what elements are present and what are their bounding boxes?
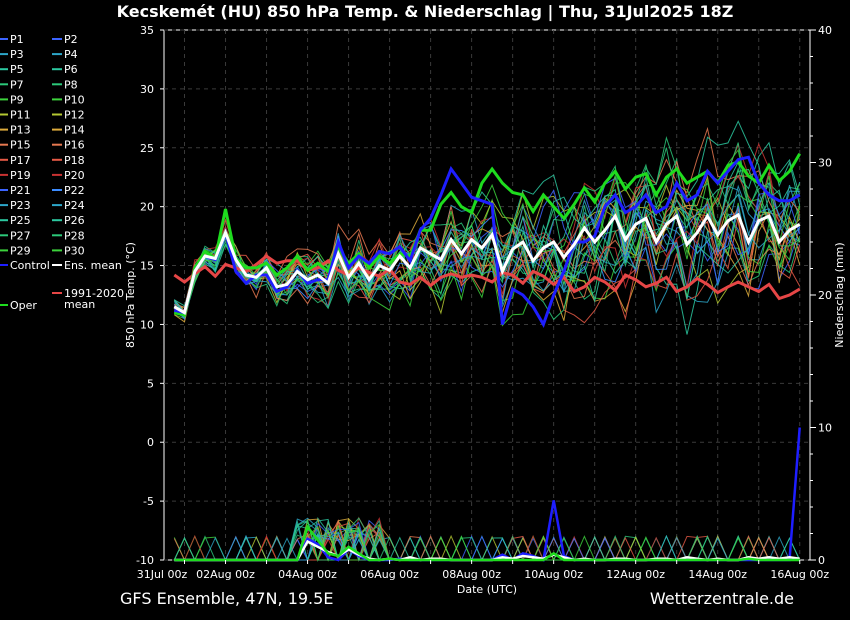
legend-label: P8 (64, 78, 78, 91)
legend-label: Ens. mean (64, 259, 122, 272)
legend-label: P1 (10, 33, 24, 46)
y-tick-label: 30 (140, 83, 154, 96)
main-series-lines (173, 152, 801, 328)
legend-label: P21 (10, 184, 31, 197)
x-tick-label: 02Aug 00z (196, 568, 255, 581)
legend-label: Control (10, 259, 50, 272)
y-tick-label: 20 (140, 201, 154, 214)
legend-label: P12 (64, 109, 85, 122)
legend-label: P13 (10, 124, 31, 137)
legend-label: P22 (64, 184, 85, 197)
y2-tick-label: 20 (818, 289, 832, 302)
y-tick-label: 15 (140, 260, 154, 273)
y-tick-label: -10 (136, 554, 154, 567)
y2-axis-ticks: 40 30 20 10 0 (810, 24, 832, 567)
legend-label: P30 (64, 244, 85, 257)
legend-label: P26 (64, 214, 85, 227)
precipitation-lines (174, 427, 801, 562)
y-axis-ticks: 35 30 25 20 15 10 5 0 -5 -10 (136, 24, 164, 567)
y2-tick-label: 40 (818, 24, 832, 37)
y-tick-label: 25 (140, 142, 154, 155)
legend-label: P2 (64, 33, 78, 46)
y-tick-label: -5 (143, 495, 154, 508)
legend: P1 P2 P3 P4 P5 P6 P7 P8 P9 P10 P11 P12 P13 P14 P15 P16 P… (0, 33, 124, 312)
legend-label: P28 (64, 229, 85, 242)
y2-axis-label: Niederschlag (mm) (833, 242, 846, 347)
legend-label: P24 (64, 199, 85, 212)
member-line-p29 (174, 148, 801, 327)
site-credit: Wetterzentrale.de (649, 589, 794, 608)
legend-label: P19 (10, 169, 31, 182)
y2-tick-label: 0 (818, 554, 825, 567)
legend-label: P25 (10, 214, 31, 227)
series-line-1991-2020-mean (173, 254, 801, 301)
legend-label: P14 (64, 124, 85, 137)
model-source-label: GFS Ensemble, 47N, 19.5E (120, 589, 334, 608)
y-tick-label: 5 (147, 377, 154, 390)
member-line-p30 (173, 173, 801, 319)
legend-label: P4 (64, 48, 78, 61)
x-axis-label: Date (UTC) (457, 583, 517, 596)
legend-label: Oper (10, 299, 37, 312)
x-tick-label: 14Aug 00z (688, 568, 747, 581)
x-tick-label: 16Aug 00z (770, 568, 829, 581)
legend-label: P6 (64, 63, 78, 76)
x-tick-label: 31Jul 00z (137, 568, 188, 581)
y-tick-label: 0 (147, 436, 154, 449)
precip-line-oper (174, 524, 800, 562)
legend-label: P5 (10, 63, 24, 76)
y2-tick-label: 10 (818, 422, 832, 435)
x-tick-label: 08Aug 00z (442, 568, 501, 581)
y-axis-label: 850 hPa Temp. (°C) (124, 242, 137, 348)
legend-label: P23 (10, 199, 31, 212)
x-tick-label: 10Aug 00z (524, 568, 583, 581)
legend-label: P15 (10, 139, 31, 152)
member-line-p25 (174, 120, 800, 307)
series-line-ens-mean (173, 212, 801, 315)
legend-label: P3 (10, 48, 24, 61)
x-tick-label: 12Aug 00z (606, 568, 665, 581)
legend-label: P17 (10, 154, 31, 167)
x-tick-label: 04Aug 00z (278, 568, 337, 581)
legend-label: P29 (10, 244, 31, 257)
legend-label: P9 (10, 93, 24, 106)
legend-label: P7 (10, 78, 24, 91)
legend-label: P10 (64, 93, 85, 106)
legend-label: 1991-2020 mean (64, 287, 124, 311)
legend-label: P16 (64, 139, 85, 152)
y2-tick-label: 30 (818, 157, 832, 170)
legend-label: P20 (64, 169, 85, 182)
series-line-control (173, 155, 801, 328)
grid (164, 29, 810, 561)
plot-area (163, 29, 811, 561)
member-line-p26 (173, 189, 800, 317)
x-tick-label: 06Aug 00z (360, 568, 419, 581)
x-axis-ticks: 31Jul 00z 02Aug 00z 04Aug 00z 06Aug 00z 08Au… (137, 560, 829, 581)
legend-label: P11 (10, 109, 31, 122)
legend-label: P27 (10, 229, 31, 242)
chart-title: Kecskemét (HU) 850 hPa Temp. & Niedersch… (116, 2, 734, 21)
series-line-oper (173, 152, 801, 317)
legend-label: P18 (64, 154, 85, 167)
y-tick-label: 10 (140, 318, 154, 331)
y-tick-label: 35 (140, 24, 154, 37)
